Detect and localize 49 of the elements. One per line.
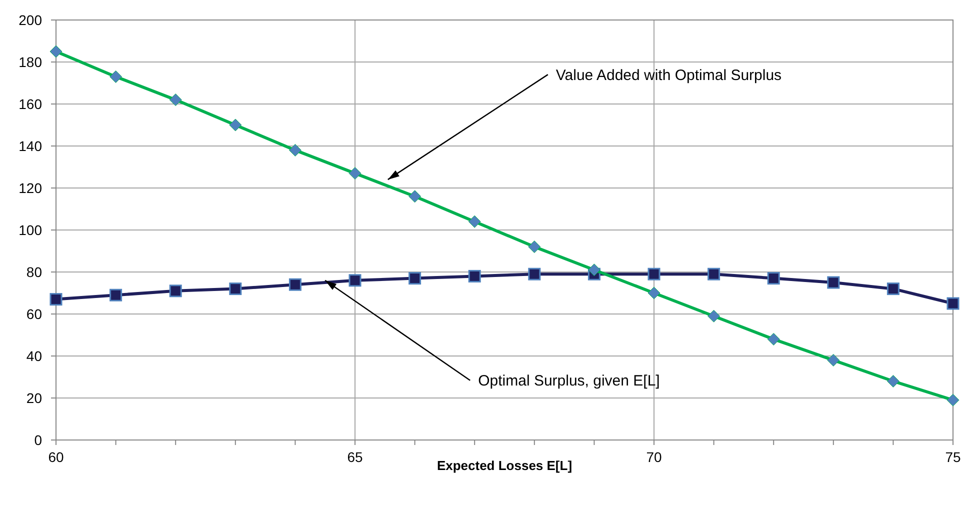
y-tick-label: 0 xyxy=(34,432,42,448)
point xyxy=(229,282,242,296)
point xyxy=(50,45,62,58)
point xyxy=(886,282,900,296)
point xyxy=(169,284,182,298)
x-tick-label: 65 xyxy=(347,449,363,465)
point xyxy=(886,374,900,388)
point xyxy=(169,94,182,106)
point xyxy=(528,240,541,254)
point xyxy=(288,278,302,291)
annotation: Value Added with Optimal Surplus xyxy=(556,66,782,84)
point xyxy=(767,272,780,285)
y-tick-label: 40 xyxy=(26,348,42,364)
y-tick-label: 200 xyxy=(18,12,42,28)
point xyxy=(110,288,122,302)
point xyxy=(648,286,660,300)
point xyxy=(708,310,720,322)
annotation: Optimal Surplus, given E[L] xyxy=(478,372,660,390)
point xyxy=(648,268,660,280)
point xyxy=(468,215,481,228)
point xyxy=(946,394,960,406)
point xyxy=(288,144,302,156)
x-tick-label: 75 xyxy=(945,449,961,465)
y-tick-label: 60 xyxy=(26,306,42,322)
point xyxy=(588,264,600,276)
x-axis-title: Expected Losses E[L] xyxy=(436,458,572,473)
y-tick-label: 180 xyxy=(18,54,42,70)
x-tick-label: 70 xyxy=(646,449,662,465)
y-tick-label: 80 xyxy=(26,264,42,280)
point xyxy=(528,268,541,280)
point xyxy=(767,332,780,346)
point xyxy=(229,118,242,132)
y-tick-label: 20 xyxy=(26,390,42,406)
point xyxy=(110,70,122,83)
y-tick-label: 100 xyxy=(18,222,42,238)
y-tick-label: 140 xyxy=(18,138,42,154)
point xyxy=(408,190,422,203)
point xyxy=(946,297,960,310)
y-tick-label: 120 xyxy=(18,180,42,196)
point xyxy=(408,272,422,285)
point xyxy=(468,270,481,282)
point xyxy=(348,274,362,287)
y-tick-label: 160 xyxy=(18,96,42,112)
point xyxy=(827,354,840,366)
point xyxy=(348,167,362,180)
x-tick-label: 60 xyxy=(48,449,64,465)
point xyxy=(708,268,720,280)
point xyxy=(827,276,840,289)
point xyxy=(50,293,62,306)
